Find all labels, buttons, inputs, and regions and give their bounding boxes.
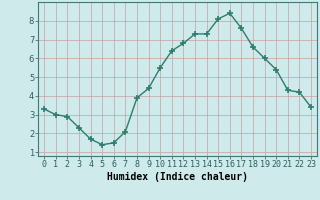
X-axis label: Humidex (Indice chaleur): Humidex (Indice chaleur) xyxy=(107,172,248,182)
